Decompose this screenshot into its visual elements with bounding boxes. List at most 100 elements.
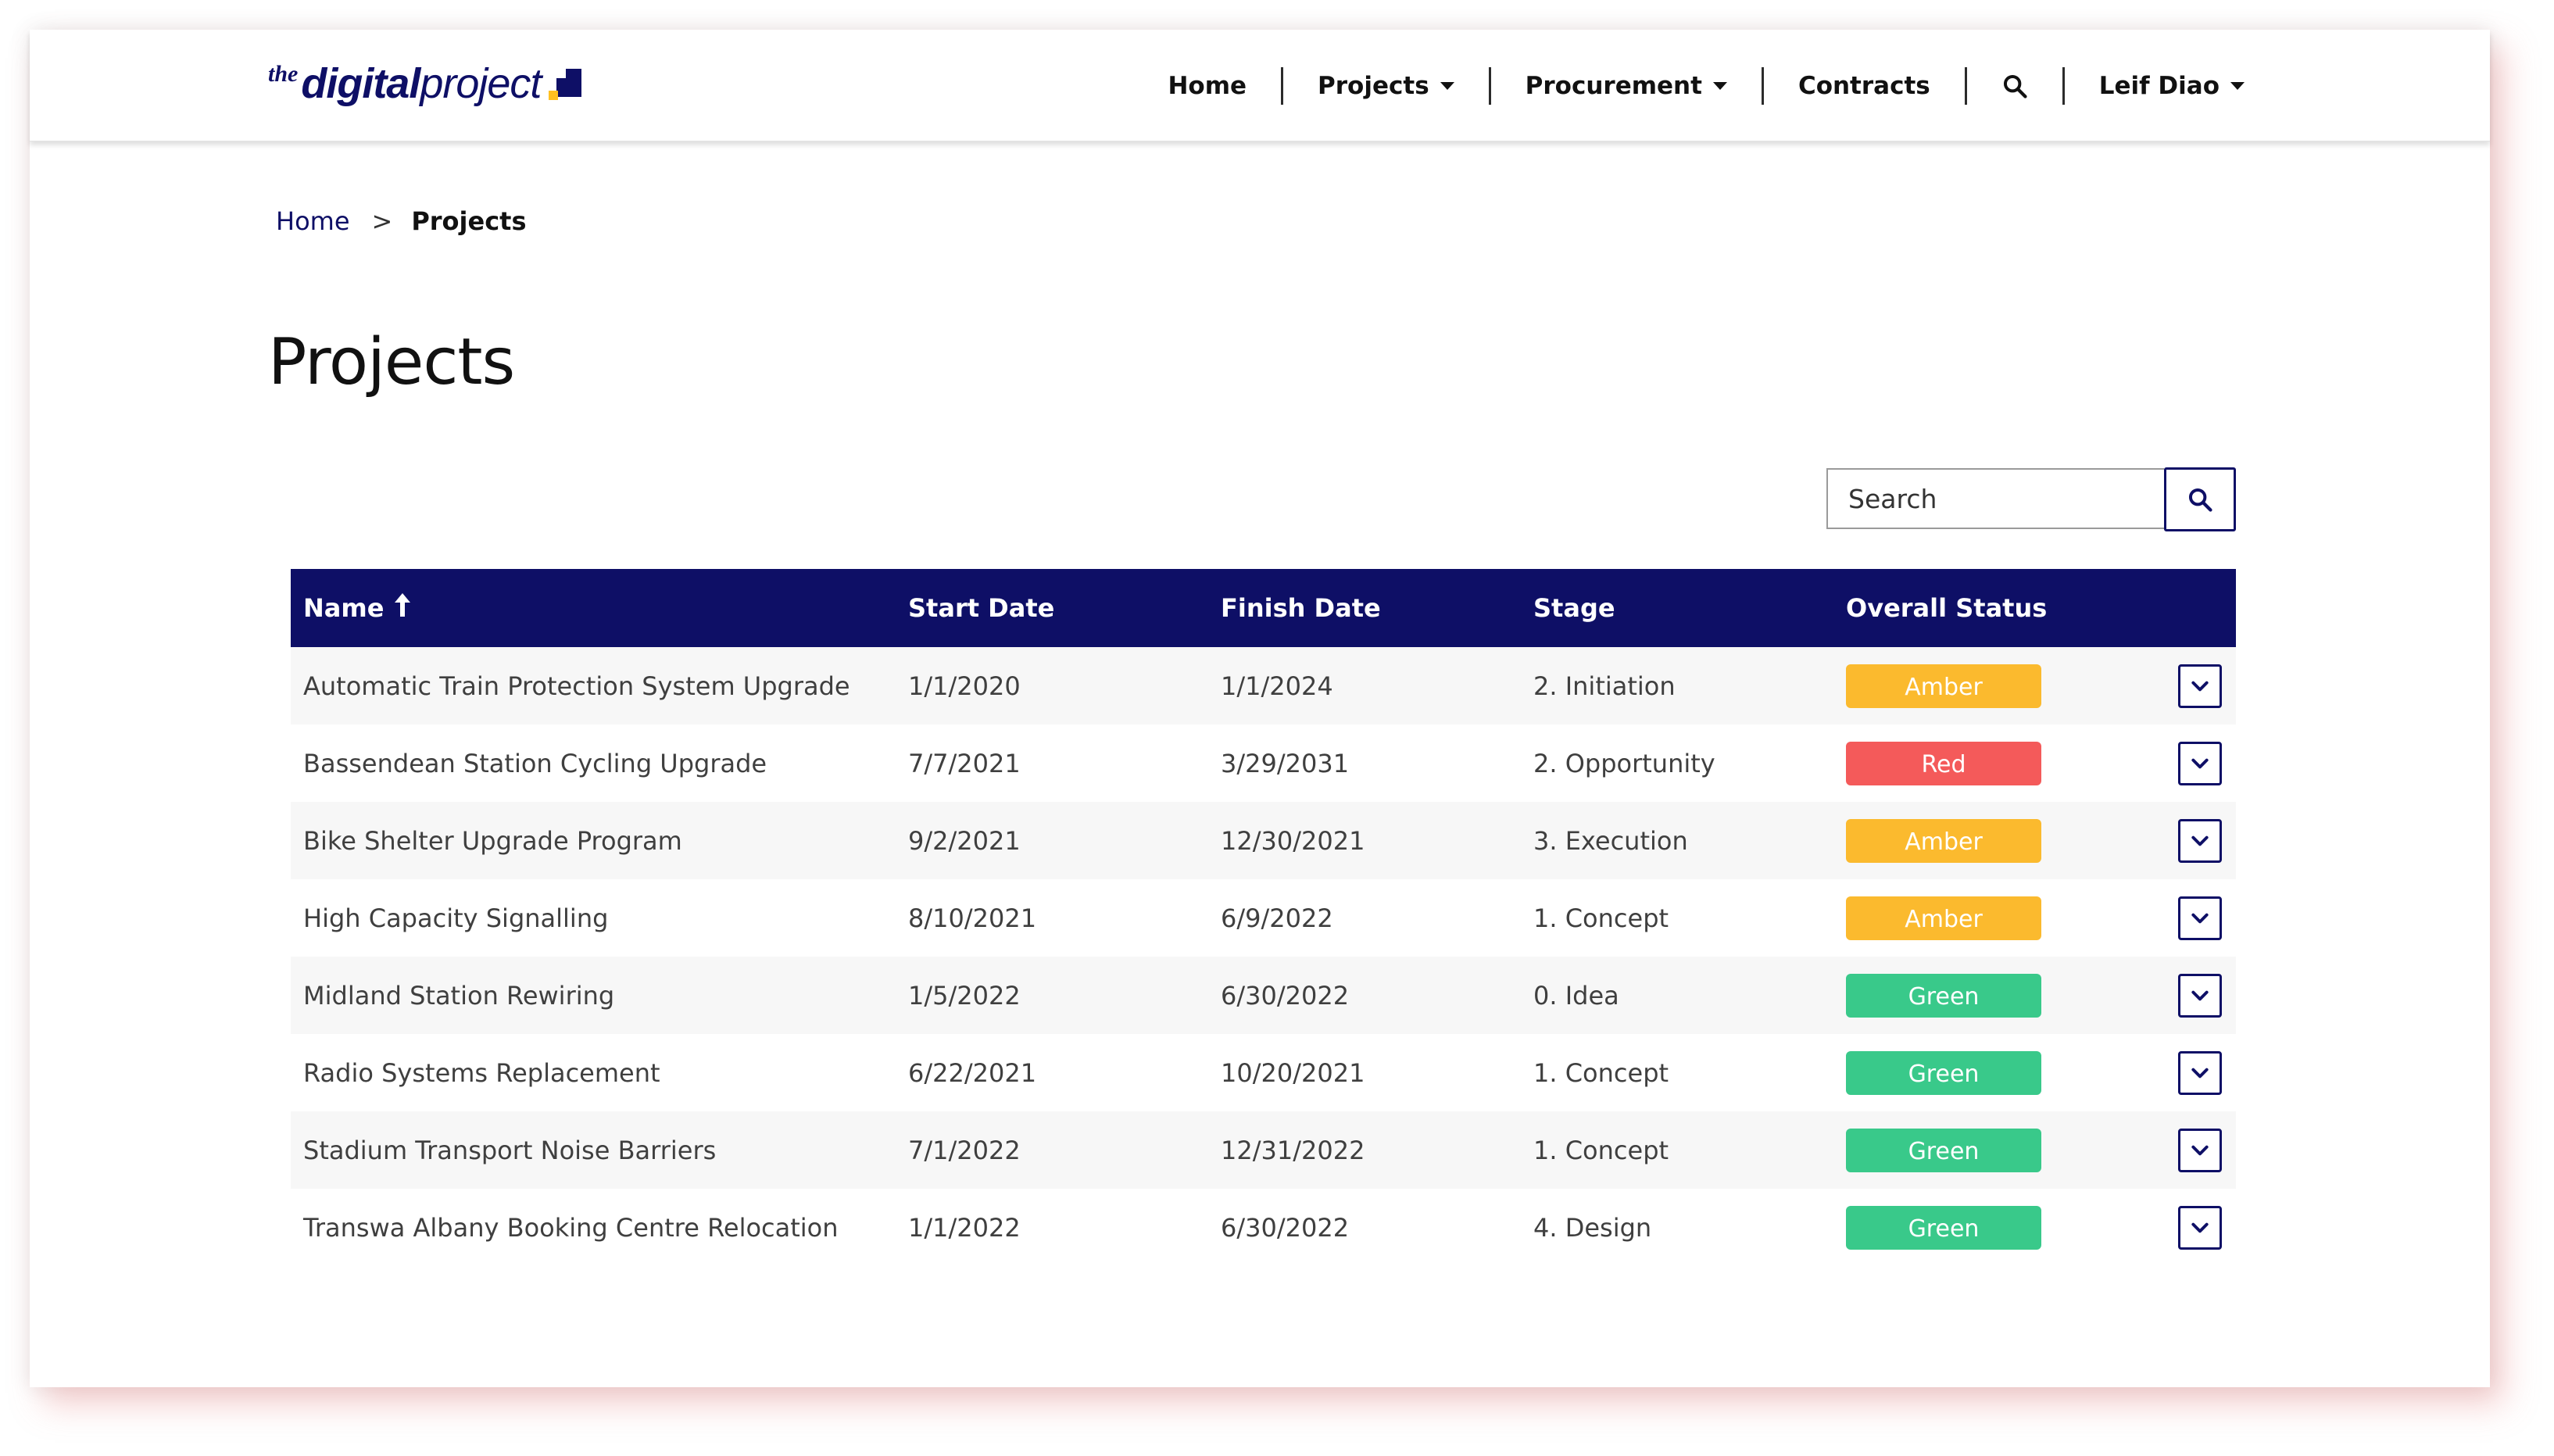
- expand-row-button[interactable]: [2178, 1205, 2222, 1250]
- breadcrumb-home-link[interactable]: Home: [276, 206, 350, 236]
- nav-item-home[interactable]: Home: [1133, 72, 1281, 100]
- table-row[interactable]: Stadium Transport Noise Barriers 7/1/2022…: [291, 1111, 2236, 1189]
- chevron-down-icon: [2191, 990, 2209, 1000]
- table-row[interactable]: Midland Station Rewiring 1/5/2022 6/30/202…: [291, 957, 2236, 1034]
- caret-down-icon: [1440, 81, 1454, 90]
- expand-row-button[interactable]: [2178, 1050, 2222, 1095]
- cell-actions: [2127, 1205, 2236, 1250]
- status-badge: Amber: [1846, 664, 2041, 708]
- table-row[interactable]: Automatic Train Protection System Upgrad…: [291, 647, 2236, 724]
- logo-mark-icon: [549, 69, 582, 100]
- nav-item-label: Projects: [1318, 71, 1429, 100]
- expand-row-button[interactable]: [2178, 973, 2222, 1018]
- cell-actions: [2127, 664, 2236, 708]
- breadcrumb-current: Projects: [411, 206, 527, 236]
- status-badge: Green: [1846, 973, 2041, 1018]
- cell-stage: 1. Concept: [1533, 903, 1669, 933]
- chevron-down-icon: [2191, 1222, 2209, 1232]
- nav-divider: [1281, 66, 1284, 105]
- cell-name: Transwa Albany Booking Centre Relocation: [291, 1213, 908, 1243]
- app-window: the digitalproject Home Projects Procure…: [30, 30, 2490, 1387]
- cell-overall-status: Amber: [1830, 664, 2127, 708]
- search-button[interactable]: [2164, 467, 2236, 531]
- cell-stage: 1. Concept: [1533, 1057, 1669, 1088]
- user-name: Leif Diao: [2098, 71, 2220, 100]
- cell-finish-date: 6/30/2022: [1221, 1212, 1350, 1243]
- search-input[interactable]: [1826, 468, 2164, 529]
- expand-row-button[interactable]: [2178, 896, 2222, 940]
- user-menu[interactable]: Leif Diao: [2065, 72, 2279, 100]
- project-name: Bassendean Station Cycling Upgrade: [303, 748, 767, 778]
- caret-down-icon: [2230, 81, 2245, 90]
- cell-name: Bassendean Station Cycling Upgrade: [291, 749, 908, 778]
- cell-overall-status: Green: [1830, 1128, 2127, 1172]
- breadcrumb: Home > Projects: [276, 206, 527, 236]
- logo-bold: digital: [301, 60, 420, 107]
- nav-search-button[interactable]: [1967, 73, 2062, 99]
- nav-divider: [2062, 66, 2065, 105]
- cell-name: Stadium Transport Noise Barriers: [291, 1136, 908, 1165]
- cell-finish-date: 12/31/2022: [1221, 1135, 1365, 1165]
- nav-item-label: Home: [1168, 71, 1247, 100]
- status-badge: Amber: [1846, 818, 2041, 863]
- table-row[interactable]: High Capacity Signalling 8/10/2021 6/9/202…: [291, 879, 2236, 957]
- column-header-name[interactable]: Name: [291, 592, 908, 624]
- project-name: Automatic Train Protection System Upgrad…: [303, 671, 850, 701]
- cell-overall-status: Amber: [1830, 896, 2127, 940]
- cell-actions: [2127, 741, 2236, 785]
- expand-row-button[interactable]: [2178, 741, 2222, 785]
- status-badge: Red: [1846, 741, 2041, 785]
- expand-row-button[interactable]: [2178, 1128, 2222, 1172]
- chevron-down-icon: [2191, 758, 2209, 768]
- project-name: High Capacity Signalling: [303, 903, 609, 933]
- table-row[interactable]: Transwa Albany Booking Centre Relocation…: [291, 1189, 2236, 1266]
- projects-table: Name Start Date Finish Date Stage Overal…: [291, 569, 2236, 1266]
- cell-start-date: 1/5/2022: [908, 980, 1021, 1011]
- cell-start-date: 7/1/2022: [908, 1135, 1021, 1165]
- cell-start-date: 9/2/2021: [908, 825, 1021, 856]
- column-header-overall-status[interactable]: Overall Status: [1846, 593, 2048, 623]
- table-row[interactable]: Bike Shelter Upgrade Program 9/2/2021 12/3…: [291, 802, 2236, 879]
- cell-finish-date: 3/29/2031: [1221, 748, 1350, 778]
- table-row[interactable]: Radio Systems Replacement 6/22/2021 10/20/…: [291, 1034, 2236, 1111]
- expand-row-button[interactable]: [2178, 818, 2222, 863]
- cell-stage: 1. Concept: [1533, 1135, 1669, 1165]
- nav-item-label: Procurement: [1525, 71, 1702, 100]
- status-badge: Green: [1846, 1205, 2041, 1250]
- cell-name: High Capacity Signalling: [291, 903, 908, 933]
- nav-divider: [1964, 66, 1967, 105]
- project-name: Stadium Transport Noise Barriers: [303, 1135, 717, 1165]
- cell-start-date: 1/1/2022: [908, 1212, 1021, 1243]
- caret-down-icon: [1712, 81, 1727, 90]
- cell-overall-status: Amber: [1830, 818, 2127, 863]
- column-header-label: Name: [303, 593, 385, 623]
- column-header-finish-date[interactable]: Finish Date: [1221, 593, 1381, 623]
- cell-overall-status: Green: [1830, 1050, 2127, 1095]
- nav-item-procurement[interactable]: Procurement: [1491, 72, 1762, 100]
- sort-ascending-icon: [393, 592, 412, 624]
- table-row[interactable]: Bassendean Station Cycling Upgrade 7/7/20…: [291, 724, 2236, 802]
- cell-stage: 3. Execution: [1533, 825, 1688, 856]
- cell-actions: [2127, 973, 2236, 1018]
- project-name: Transwa Albany Booking Centre Relocation: [303, 1212, 839, 1243]
- expand-row-button[interactable]: [2178, 664, 2222, 708]
- site-logo[interactable]: the digitalproject: [268, 59, 582, 108]
- nav-item-contracts[interactable]: Contracts: [1764, 72, 1965, 100]
- chevron-down-icon: [2191, 913, 2209, 923]
- logo-prefix: the: [268, 61, 299, 87]
- cell-finish-date: 6/30/2022: [1221, 980, 1350, 1011]
- cell-finish-date: 12/30/2021: [1221, 825, 1365, 856]
- table-body: Automatic Train Protection System Upgrad…: [291, 647, 2236, 1266]
- main-nav: Home Projects Procurement Contracts: [1133, 30, 2279, 141]
- nav-item-label: Contracts: [1797, 71, 1930, 100]
- nav-item-projects[interactable]: Projects: [1283, 72, 1489, 100]
- status-badge: Green: [1846, 1128, 2041, 1172]
- cell-name: Automatic Train Protection System Upgrad…: [291, 671, 908, 701]
- column-header-stage[interactable]: Stage: [1533, 593, 1615, 623]
- chevron-down-icon: [2191, 1145, 2209, 1155]
- nav-divider: [1761, 66, 1764, 105]
- nav-divider: [1488, 66, 1491, 105]
- cell-start-date: 6/22/2021: [908, 1057, 1037, 1088]
- column-header-start-date[interactable]: Start Date: [908, 593, 1055, 623]
- chevron-down-icon: [2191, 835, 2209, 846]
